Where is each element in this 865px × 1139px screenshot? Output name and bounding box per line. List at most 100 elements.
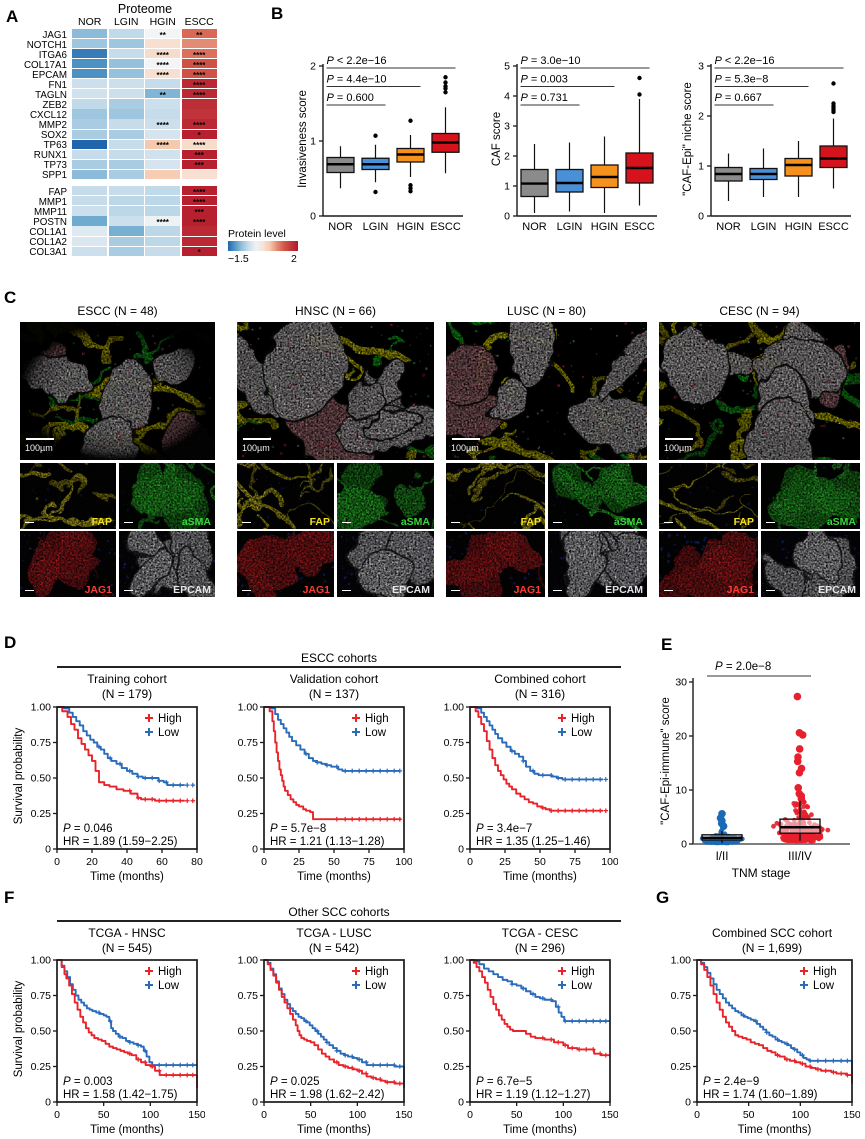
svg-text:150: 150 [843, 1109, 860, 1121]
svg-text:25: 25 [293, 856, 305, 868]
heatmap-cell [145, 246, 181, 256]
svg-text:Low: Low [158, 727, 180, 739]
svg-text:0: 0 [698, 211, 704, 223]
header-rule-f [57, 920, 621, 922]
heatmap-col-hgin: HGIN [149, 16, 176, 28]
heatmap-cell [72, 246, 108, 256]
svg-text:HR = 1.58 (1.42−1.75): HR = 1.58 (1.42−1.75) [63, 1089, 178, 1101]
gene-label-notch1: NOTCH1 [26, 39, 67, 51]
heatmap-cell [181, 186, 217, 196]
panel-c-label: C [4, 288, 17, 307]
svg-text:0.75: 0.75 [444, 737, 465, 749]
combined-cohort-n: (N = 316) [514, 687, 566, 701]
significance-stars: **** [156, 217, 169, 227]
combined-scc-title: Combined SCC cohort [711, 926, 833, 940]
svg-text:20: 20 [86, 856, 98, 868]
svg-text:Low: Low [158, 980, 180, 992]
panel-f-label: F [4, 888, 15, 907]
svg-text:ESCC: ESCC [624, 221, 655, 233]
heatmap-cell [181, 196, 217, 206]
svg-text:1.00: 1.00 [238, 702, 259, 714]
heatmap-cell [72, 79, 108, 89]
svg-text:75: 75 [569, 856, 581, 868]
heatmap-cell [181, 246, 217, 256]
svg-text:High: High [813, 966, 837, 978]
heatmap-cell [72, 129, 108, 139]
svg-text:HR = 1.21 (1.13−1.28): HR = 1.21 (1.13−1.28) [270, 836, 385, 848]
heatmap-cell [181, 89, 217, 99]
micro-lusc-epcam: EPCAM [548, 531, 647, 597]
svg-text:HR = 1.98 (1.62−2.42): HR = 1.98 (1.62−2.42) [270, 1089, 385, 1101]
scalebar [25, 521, 34, 523]
svg-text:0.75: 0.75 [31, 990, 52, 1002]
significance-stars: ** [159, 30, 166, 40]
colorbar-min: −1.5 [228, 253, 249, 265]
svg-text:Time (months): Time (months) [90, 1124, 164, 1136]
heatmap-cell [72, 216, 108, 226]
tcga-cesc-n: (N = 296) [514, 941, 566, 955]
micro-cesc-merged: 100µm [659, 322, 860, 460]
svg-text:0: 0 [261, 856, 267, 868]
svg-text:100: 100 [395, 856, 412, 868]
channel-label-fap: FAP [733, 515, 754, 528]
heatmap-cell [108, 69, 144, 79]
channel-label-epcam: EPCAM [173, 583, 211, 596]
svg-text:P = 0.667: P = 0.667 [715, 92, 762, 104]
heatmap-cell [145, 49, 181, 59]
micro-cesc-epcam: EPCAM [761, 531, 860, 597]
svg-text:Low: Low [571, 980, 593, 992]
svg-text:P = 0.003: P = 0.003 [63, 1076, 113, 1088]
svg-text:25: 25 [499, 856, 511, 868]
heatmap-cell [181, 159, 217, 169]
significance-stars: **** [192, 141, 206, 151]
tnm-stage-xlabel: TNM stage [731, 866, 791, 880]
heatmap-gene-labels: JAG1 NOTCH1 ITGA6 COL17A1 EPCAM FN1 TAGLN ZEB2 C… [0, 29, 70, 259]
significance-stars: * [197, 131, 201, 140]
training-cohort-title: Training cohort [87, 672, 167, 686]
significance-stars: *** [194, 151, 204, 161]
svg-text:I/II: I/II [716, 851, 729, 863]
svg-text:HR = 1.35 (1.25−1.46): HR = 1.35 (1.25−1.46) [476, 836, 591, 848]
channel-label-asma: aSMA [613, 515, 643, 528]
colorbar-max: 2 [291, 253, 297, 265]
svg-text:2: 2 [504, 151, 510, 163]
heatmap-cell [181, 29, 217, 39]
svg-text:III/IV: III/IV [788, 851, 812, 863]
svg-text:0: 0 [54, 856, 60, 868]
svg-text:High: High [158, 966, 182, 978]
svg-text:75: 75 [363, 856, 375, 868]
svg-text:0.25: 0.25 [238, 1061, 259, 1073]
km-plot-combined-scc: 0 0.25 0.50 0.75 1.00 0 50 100 150 Time (months) H… [655, 952, 861, 1139]
svg-text:10: 10 [675, 785, 687, 797]
svg-text:P = 0.003: P = 0.003 [521, 74, 568, 86]
heatmap-col-escc: ESCC [184, 16, 214, 28]
svg-text:150: 150 [395, 1109, 412, 1121]
boxplot-caf-epi-niche-score: 0 1 2 3 NOR LGIN HGIN ESCC P < 2.2e−16 P = 5.3e−8… [671, 18, 865, 245]
significance-stars: ** [159, 90, 166, 100]
svg-text:0.50: 0.50 [671, 1026, 692, 1038]
panel-e-label: E [661, 635, 673, 654]
svg-text:1: 1 [698, 161, 704, 173]
significance-stars: ** [196, 30, 203, 40]
svg-text:P = 5.7e−8: P = 5.7e−8 [270, 823, 326, 835]
gene-label-col17a1: COL17A1 [23, 59, 67, 71]
svg-text:1: 1 [504, 181, 510, 193]
scalebar [243, 437, 271, 440]
svg-text:60: 60 [156, 856, 168, 868]
gene-label-col1a1: COL1A1 [29, 226, 67, 238]
micro-lusc-fap: FAP [446, 463, 545, 529]
km-plot-tcga-lusc: 0 0.25 0.50 0.75 1.00 0 50 100 150 Time (months) H… [222, 952, 413, 1139]
svg-text:1.00: 1.00 [444, 955, 465, 967]
gene-label-col1a2: COL1A2 [29, 237, 67, 248]
svg-text:Time (months): Time (months) [297, 871, 371, 883]
significance-stars: *** [194, 207, 204, 217]
heatmap-cell [108, 149, 144, 159]
svg-text:100: 100 [601, 856, 618, 868]
svg-text:P = 0.025: P = 0.025 [270, 1076, 320, 1088]
heatmap-cell [72, 236, 108, 246]
heatmap-cell [181, 216, 217, 226]
heatmap-cell [72, 59, 108, 69]
svg-text:P = 2.0e−8: P = 2.0e−8 [715, 661, 771, 673]
heatmap-cell [108, 196, 144, 206]
svg-text:0.25: 0.25 [444, 1061, 465, 1073]
